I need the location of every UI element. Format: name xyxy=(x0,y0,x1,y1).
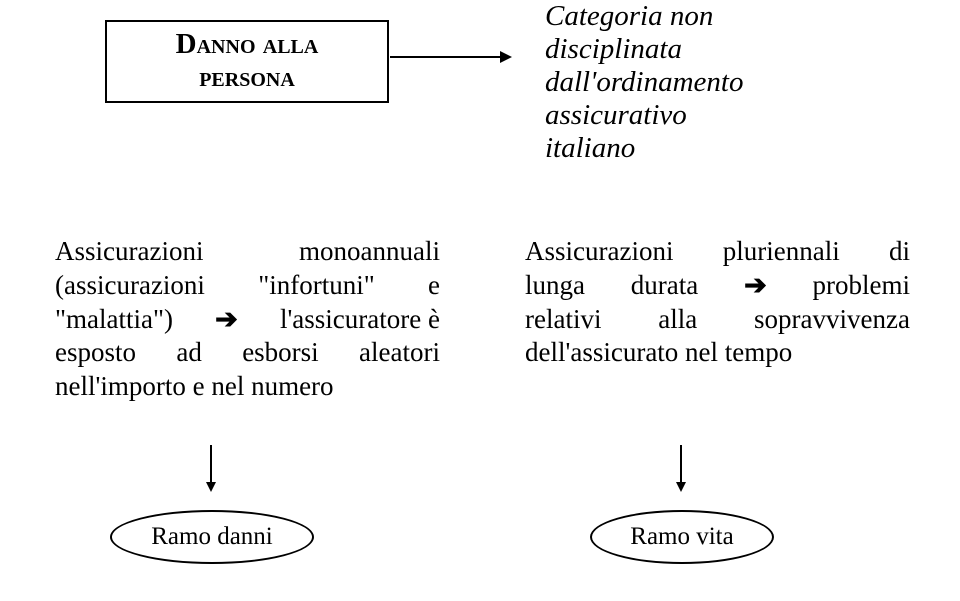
arrow-right-icon: ➔ xyxy=(215,303,238,337)
lb-l2c: e xyxy=(428,269,440,303)
title-line1: Danno alla xyxy=(176,28,319,60)
rb-l1c: di xyxy=(889,235,910,269)
rb-l3b: alla xyxy=(658,303,697,337)
title-line2: persona xyxy=(199,61,295,93)
rb-l1b: pluriennali xyxy=(723,235,840,269)
rb-l2c: problemi xyxy=(812,269,909,303)
lb-l3a: "malattia") xyxy=(55,303,173,337)
rb-l2a: lunga xyxy=(525,269,585,303)
lb-l3b: l'assicuratore è xyxy=(280,303,440,337)
lb-l1b: monoannuali xyxy=(299,235,440,269)
rb-l2b: durata xyxy=(631,269,698,303)
title-box: Danno alla persona xyxy=(105,20,389,103)
oval-right-label: Ramo vita xyxy=(630,523,733,551)
right-text-block: Assicurazioni pluriennali di lunga durat… xyxy=(525,235,910,370)
header-line1: Categoria non xyxy=(545,0,713,32)
lb-l5: nell'importo e nel numero xyxy=(55,371,334,401)
header-line5: italiano xyxy=(545,132,635,164)
lb-l1a: Assicurazioni xyxy=(55,235,203,269)
rb-l1a: Assicurazioni xyxy=(525,235,673,269)
header-line3: dall'ordinamento xyxy=(545,66,743,98)
header-line2: disciplinata xyxy=(545,33,682,65)
lb-l2b: "infortuni" xyxy=(258,269,375,303)
rb-l4: dell'assicurato nel tempo xyxy=(525,337,792,367)
rb-l3a: relativi xyxy=(525,303,601,337)
rb-l3c: sopravvivenza xyxy=(754,303,910,337)
left-text-block: Assicurazioni monoannuali (assicurazioni… xyxy=(55,235,440,404)
header-line4: assicurativo xyxy=(545,99,687,131)
lb-l4: esposto ad esborsi aleatori xyxy=(55,337,440,367)
lb-l2a: (assicurazioni xyxy=(55,269,205,303)
oval-ramo-danni: Ramo danni xyxy=(110,510,314,564)
arrow-down-left-icon xyxy=(210,445,212,490)
arrow-top xyxy=(390,56,510,58)
arrow-down-right-icon xyxy=(680,445,682,490)
arrow-right-icon: ➔ xyxy=(744,269,767,303)
header-right: Categoria non disciplinata dall'ordiname… xyxy=(545,0,845,165)
oval-left-label: Ramo danni xyxy=(151,523,273,551)
oval-ramo-vita: Ramo vita xyxy=(590,510,774,564)
